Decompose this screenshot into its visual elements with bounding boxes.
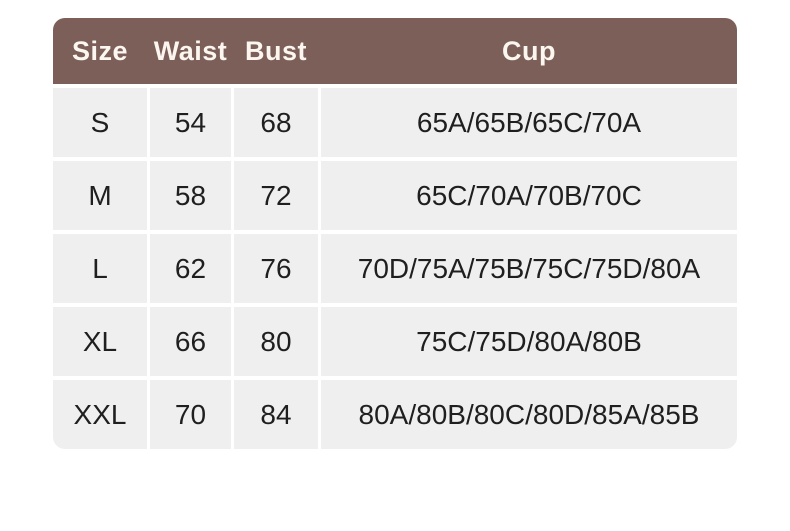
header-cell-size: Size — [71, 35, 129, 66]
cup-cell: 70D/75A/75B/75C/75D/80A — [321, 234, 737, 303]
waist-cell: 58 — [150, 161, 231, 230]
waist-cell: 70 — [150, 380, 231, 449]
size-cell: XXL — [53, 380, 147, 449]
size-cell: XL — [53, 307, 147, 376]
waist-cell: 54 — [150, 88, 231, 157]
cup-cell: 65C/70A/70B/70C — [321, 161, 737, 230]
bust-cell: 84 — [234, 380, 318, 449]
size-chart-table: Size Waist Bust Cup S 54 68 65A/65B/65C/… — [53, 18, 737, 449]
bust-cell: 80 — [234, 307, 318, 376]
size-cell: L — [53, 234, 147, 303]
cup-cell: 80A/80B/80C/80D/85A/85B — [321, 380, 737, 449]
bust-cell: 72 — [234, 161, 318, 230]
waist-cell: 62 — [150, 234, 231, 303]
bust-cell: 76 — [234, 234, 318, 303]
cup-cell: 75C/75D/80A/80B — [321, 307, 737, 376]
table-body: S 54 68 65A/65B/65C/70A M 58 72 65C/70A/… — [53, 88, 737, 449]
header-cell-waist: Waist — [153, 35, 228, 66]
header-cell-cup: Cup — [502, 35, 556, 66]
waist-cell: 66 — [150, 307, 231, 376]
size-cell: M — [53, 161, 147, 230]
header-cell-bust: Bust — [245, 35, 307, 66]
cup-cell: 65A/65B/65C/70A — [321, 88, 737, 157]
size-cell: S — [53, 88, 147, 157]
bust-cell: 68 — [234, 88, 318, 157]
table-header-row: Size Waist Bust Cup — [53, 18, 737, 84]
